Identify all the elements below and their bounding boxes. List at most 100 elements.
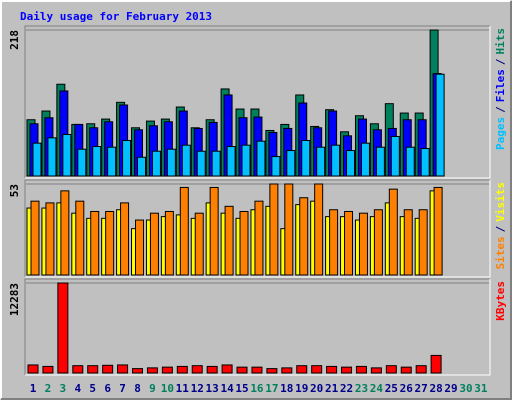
bar — [326, 365, 338, 374]
x-tick-label: 21 — [325, 382, 339, 395]
bar — [75, 200, 85, 276]
bar — [435, 73, 445, 177]
bar — [346, 150, 356, 177]
x-tick-label: 13 — [206, 382, 219, 395]
bar — [122, 140, 132, 177]
x-tick-label: 11 — [176, 382, 190, 395]
x-tick-label: 12 — [191, 382, 204, 395]
bar — [224, 205, 234, 276]
x-tick-label: 19 — [295, 382, 308, 395]
bar — [388, 188, 398, 276]
bar — [120, 202, 130, 276]
bar — [415, 365, 427, 374]
bar — [164, 210, 174, 276]
bar — [196, 150, 206, 177]
bar — [390, 135, 400, 177]
x-tick-label: 7 — [119, 382, 126, 395]
bar — [161, 366, 173, 374]
bar — [105, 210, 115, 276]
bar — [62, 133, 72, 177]
x-tick-label: 24 — [370, 382, 384, 395]
bar — [107, 146, 117, 177]
bar — [211, 150, 221, 177]
legend-entry: KBytes — [494, 281, 507, 321]
bar — [314, 183, 324, 276]
bar — [27, 364, 39, 374]
y-tick-label: 218 — [8, 30, 21, 50]
x-tick-label: 28 — [429, 382, 442, 395]
bar — [329, 209, 339, 276]
bar — [87, 365, 99, 374]
bar — [72, 365, 84, 374]
x-tick-label: 6 — [104, 382, 111, 395]
x-tick-label: 14 — [220, 382, 234, 395]
bar — [226, 146, 236, 177]
bar — [256, 140, 266, 177]
legend-separator: / — [494, 106, 507, 113]
panel-bevel — [25, 26, 491, 179]
bar — [221, 364, 233, 374]
bar — [385, 365, 397, 374]
bar — [206, 365, 218, 374]
bar — [146, 367, 158, 374]
bar — [32, 142, 42, 177]
bar — [358, 212, 368, 276]
panel-bevel — [24, 179, 490, 277]
bar — [194, 212, 204, 276]
x-tick-label: 20 — [310, 382, 323, 395]
x-tick-label: 1 — [30, 382, 37, 395]
bar — [102, 364, 114, 374]
bar — [239, 210, 249, 276]
bar — [137, 156, 147, 177]
bar — [370, 367, 382, 374]
x-tick-label: 5 — [89, 382, 96, 395]
bar — [400, 366, 412, 374]
bar — [90, 210, 100, 276]
legend-entry: Visits — [494, 182, 507, 222]
bar — [373, 209, 383, 276]
panel — [25, 279, 490, 375]
bar — [166, 148, 176, 177]
x-tick-label: 30 — [459, 382, 472, 395]
bar — [57, 282, 69, 374]
bar — [45, 202, 55, 276]
bar — [430, 354, 442, 374]
bar — [360, 142, 370, 177]
legend: Sites / Visits — [494, 182, 507, 270]
bar — [418, 209, 428, 276]
legend-entry: Sites — [494, 236, 507, 269]
legend-separator: / — [494, 58, 507, 65]
bar — [176, 365, 188, 374]
x-tick-label: 2 — [45, 382, 52, 395]
bar — [179, 186, 189, 276]
bar — [420, 148, 430, 177]
bar — [191, 365, 203, 374]
bar — [296, 365, 308, 374]
bar — [30, 200, 40, 276]
bar — [286, 150, 296, 177]
bar — [254, 200, 264, 276]
x-tick-label: 31 — [474, 382, 488, 395]
bar — [405, 146, 415, 177]
panel-bevel — [24, 278, 490, 375]
chart-title: Daily usage for February 2013 — [20, 10, 212, 23]
legend-entry: Files — [494, 69, 507, 102]
y-tick-label: 12283 — [8, 283, 21, 316]
bar — [241, 144, 251, 177]
x-tick-label: 4 — [74, 382, 81, 395]
bar — [344, 210, 354, 276]
bar — [301, 140, 311, 177]
bar — [266, 368, 278, 374]
bar — [47, 137, 57, 177]
bar — [60, 190, 70, 276]
x-tick-label: 16 — [250, 382, 264, 395]
x-tick-label: 27 — [415, 382, 428, 395]
bar — [331, 144, 341, 177]
panel-bevel — [24, 25, 490, 178]
bar — [251, 366, 263, 374]
bar — [341, 366, 353, 374]
x-tick-label: 8 — [134, 382, 141, 395]
bar — [181, 144, 191, 177]
